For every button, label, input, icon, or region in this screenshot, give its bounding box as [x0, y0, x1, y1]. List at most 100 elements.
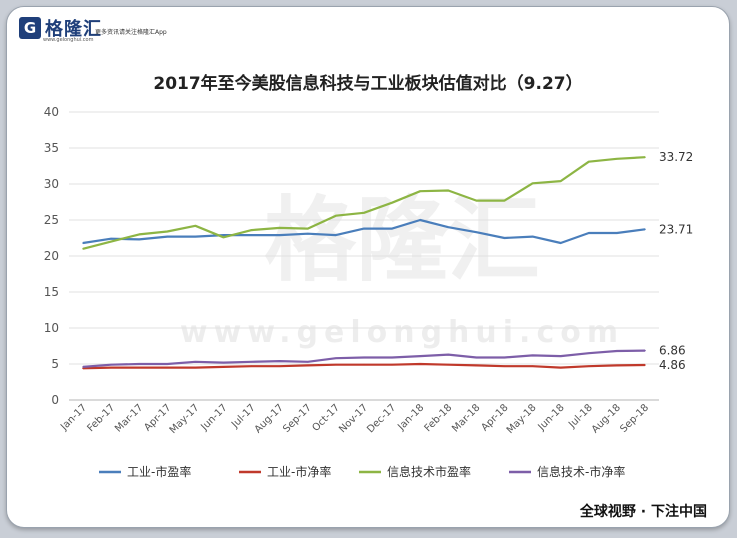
data-label: 6.86 [659, 344, 686, 358]
x-tick-label: Jan-18 [395, 402, 426, 433]
line-chart: 格隆汇 www.gelonghui.com 0 5 10 15 20 25 30 35 40 Ja… [44, 105, 694, 479]
y-tick-label: 10 [44, 321, 59, 335]
data-point [194, 361, 197, 363]
data-point [559, 180, 562, 182]
data-point [644, 364, 646, 366]
data-point [616, 158, 618, 160]
data-point [391, 363, 393, 366]
data-point [559, 242, 562, 244]
data-point [138, 363, 141, 365]
data-point [110, 363, 112, 366]
data-point [363, 212, 365, 214]
data-point [475, 199, 478, 202]
data-point [531, 365, 534, 367]
data-point [138, 366, 141, 369]
data-point [166, 230, 169, 233]
data-point [307, 364, 309, 367]
data-point [138, 238, 141, 241]
chart-title: 2017年至今美股信息科技与工业板块估值对比（9.27） [153, 74, 583, 94]
data-label: 23.71 [659, 222, 693, 236]
data-point [531, 354, 534, 357]
data-point [307, 227, 309, 230]
data-point [335, 214, 337, 217]
data-point [419, 363, 421, 365]
data-point [644, 156, 646, 159]
legend-label: 工业-市净率 [267, 464, 331, 479]
y-tick-label: 30 [44, 177, 59, 191]
data-point [419, 355, 421, 357]
data-point [644, 228, 646, 231]
data-point [278, 234, 281, 236]
x-tick-label: Feb-18 [423, 402, 455, 434]
x-tick-label: Oct-17 [310, 402, 342, 434]
data-point [335, 363, 337, 366]
data-point [363, 356, 365, 359]
data-point [503, 356, 506, 359]
logo-text: 格隆汇 [45, 19, 102, 40]
x-tick-label: Dec-17 [365, 402, 398, 435]
x-tick-label: Nov-17 [337, 402, 370, 435]
y-tick-label: 15 [44, 285, 59, 299]
data-point [335, 234, 337, 236]
data-point [559, 355, 562, 357]
y-tick-label: 5 [51, 357, 59, 371]
y-tick-label: 35 [44, 141, 59, 155]
legend-label: 信息技术市盈率 [387, 464, 471, 479]
data-point [335, 357, 337, 360]
x-tick-label: Jun-17 [199, 402, 230, 433]
data-point [447, 226, 450, 228]
data-point [419, 190, 421, 192]
data-point [250, 234, 253, 236]
data-label: 4.86 [659, 358, 686, 372]
y-tick-label: 20 [44, 249, 59, 263]
data-point [194, 235, 197, 238]
data-point [166, 235, 169, 238]
y-tick-label: 0 [51, 393, 59, 407]
data-point [419, 219, 421, 221]
data-point [250, 361, 253, 363]
x-tick-label: Jan-17 [58, 402, 89, 433]
x-tick-label: Sep-17 [281, 402, 314, 435]
data-point [616, 350, 618, 352]
data-point [559, 366, 562, 369]
x-tick-label: Jun-18 [536, 402, 567, 433]
data-point [82, 366, 84, 368]
data-point [531, 182, 534, 185]
data-point [363, 227, 365, 230]
data-point [391, 201, 393, 204]
data-point [110, 240, 112, 243]
data-point [447, 363, 450, 366]
data-point [110, 237, 112, 240]
data-point [250, 365, 253, 367]
data-point [616, 364, 618, 367]
x-tick-label: May-17 [168, 402, 202, 436]
data-point [447, 353, 450, 356]
data-point [503, 237, 506, 239]
data-point [222, 366, 225, 368]
data-point [391, 227, 393, 230]
data-point [194, 224, 197, 227]
data-point [166, 366, 169, 369]
data-point [222, 361, 225, 364]
data-point [475, 231, 478, 234]
data-point [194, 366, 197, 369]
data-point [82, 242, 84, 244]
slogan-text: 全球视野 · 下注中国 [579, 504, 707, 520]
data-point [307, 232, 309, 235]
chart-frame: G 格隆汇 更多资讯请关注格隆汇App www.gelonghui.com 20… [6, 6, 730, 528]
data-point [222, 234, 225, 236]
brand-logo: G 格隆汇 [19, 15, 102, 41]
y-tick-label: 40 [44, 105, 59, 119]
data-point [391, 356, 393, 359]
data-point [616, 232, 618, 234]
data-point [503, 199, 506, 202]
y-tick-label: 25 [44, 213, 59, 227]
data-point [250, 229, 253, 231]
x-tick-label: May-18 [505, 402, 539, 436]
data-point [503, 365, 506, 367]
data-point [644, 349, 646, 352]
logo-icon: G [19, 17, 41, 39]
x-tick-label: Mar-17 [113, 402, 145, 434]
data-point [138, 233, 141, 236]
data-label: 33.72 [659, 150, 693, 164]
